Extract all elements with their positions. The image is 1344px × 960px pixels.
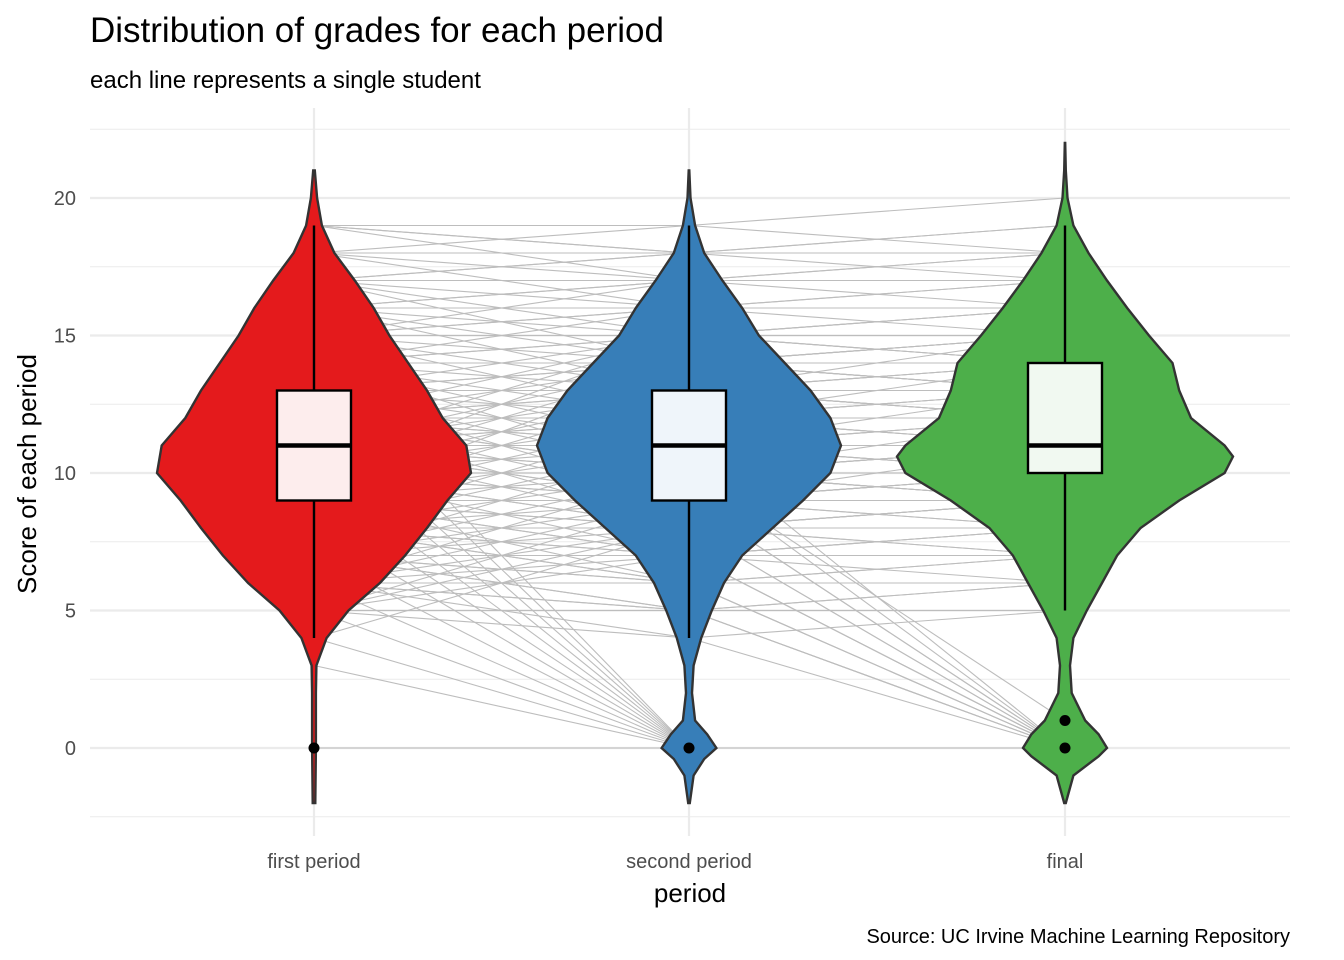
y-tick-label: 0 [65,738,76,760]
x-tick-label: second period [626,851,752,873]
x-tick-label: first period [267,851,360,873]
x-axis-title: period [654,878,726,908]
outlier-point [683,742,695,754]
y-tick-label: 10 [54,463,76,485]
outlier-point [1059,742,1071,754]
boxplots [275,225,1104,638]
tick-labels: 0 5 10 15 20 first period second period final [54,188,1084,873]
y-tick-label: 5 [65,601,76,623]
chart-caption: Source: UC Irvine Machine Learning Repos… [866,926,1290,948]
box-iqr [1026,361,1104,475]
outlier-points [308,715,1071,754]
y-tick-label: 20 [54,188,76,210]
y-axis-title: Score of each period [12,354,42,594]
x-tick-label: final [1047,851,1084,873]
outlier-point [1059,715,1071,726]
outlier-point [308,742,320,754]
chart-subtitle: each line represents a single student [90,67,481,94]
chart-title: Distribution of grades for each period [90,11,664,50]
y-tick-label: 15 [54,326,76,348]
